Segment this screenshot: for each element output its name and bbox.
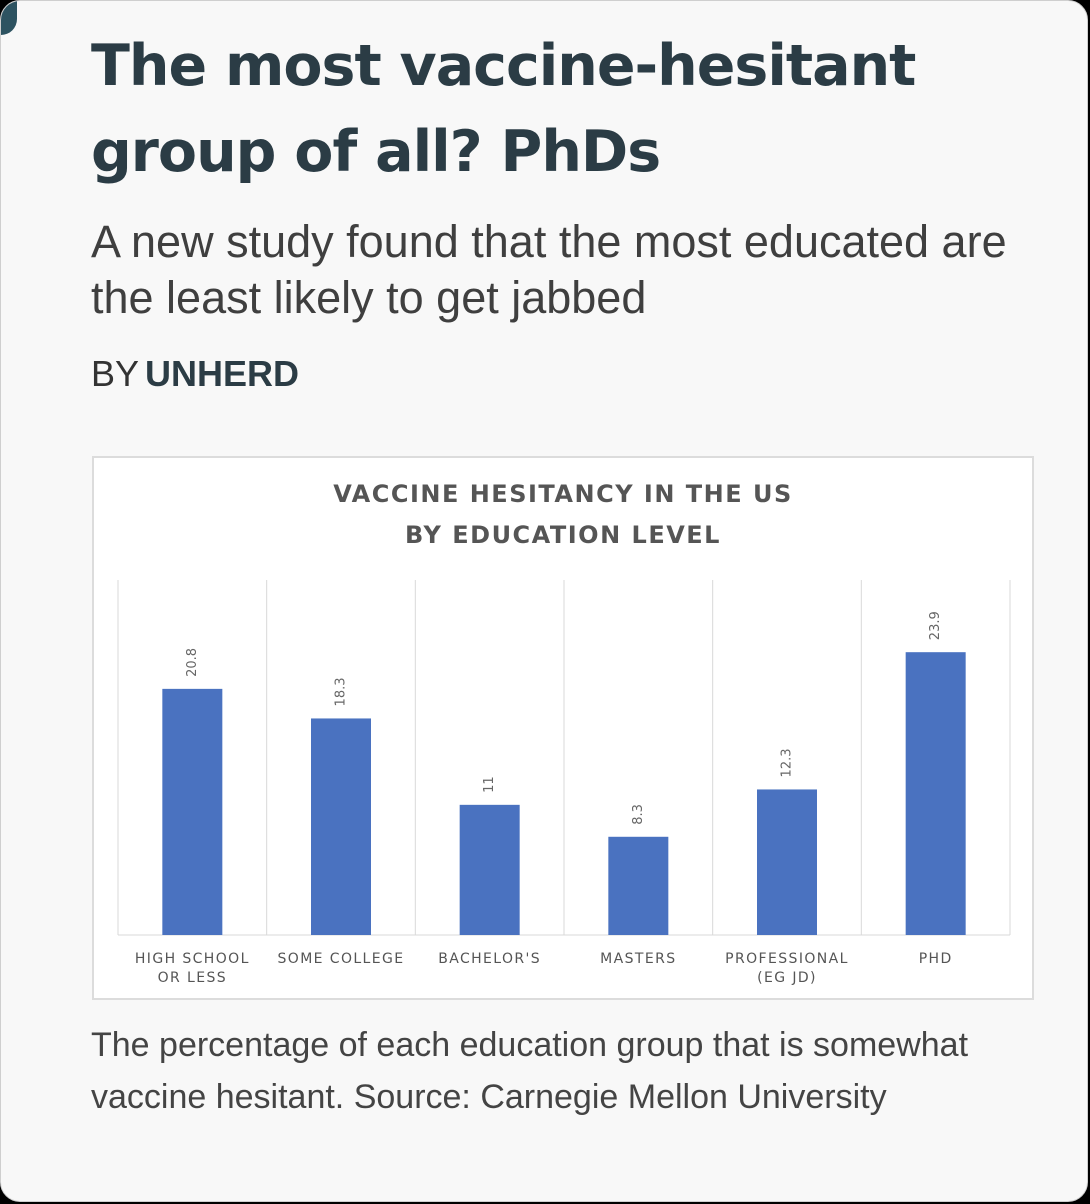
data-label-2: 11 <box>482 776 497 793</box>
subhead: A new study found that the most educated… <box>91 216 1007 323</box>
chart-title-line-2: BY EDUCATION LEVEL <box>405 521 721 549</box>
data-label-0: 20.8 <box>185 648 200 677</box>
byline-prefix: BY <box>91 353 140 394</box>
category-label-1-line-1: SOME COLLEGE <box>277 951 404 967</box>
bar-0 <box>162 688 223 935</box>
data-label-5: 23.9 <box>928 611 943 640</box>
data-label-3: 8.3 <box>631 804 646 825</box>
bar-2 <box>459 804 520 935</box>
data-label-4: 12.3 <box>780 748 795 777</box>
headline: The most vaccine-hesitant group of all? … <box>91 33 916 185</box>
chart-title-line-1: VACCINE HESITANCY IN THE US <box>333 480 793 508</box>
corner-tab <box>1 1 17 35</box>
chart-container: VACCINE HESITANCY IN THE US BY EDUCATION … <box>92 456 1034 1000</box>
category-label-0-line-1: HIGH SCHOOL <box>135 951 250 967</box>
category-label-2-line-1: BACHELOR'S <box>438 951 541 967</box>
bar-5 <box>905 652 966 935</box>
category-label-3-line-1: MASTERS <box>600 951 676 967</box>
category-label-4-line-2: (EG JD) <box>757 970 817 986</box>
bar-4 <box>757 789 817 935</box>
bar-chart: VACCINE HESITANCY IN THE US BY EDUCATION … <box>117 480 1011 986</box>
category-label-0-line-2: OR LESS <box>158 970 227 986</box>
category-label-5-line-1: PHD <box>919 951 953 967</box>
chart-caption: The percentage of each education group t… <box>91 1026 969 1116</box>
bar-3 <box>608 836 669 935</box>
byline-author[interactable]: UNHERD <box>145 353 300 394</box>
data-label-1: 18.3 <box>334 677 349 706</box>
byline: BY UNHERD <box>91 353 299 395</box>
category-label-4-line-1: PROFESSIONAL <box>725 951 849 967</box>
bar-1 <box>311 718 371 935</box>
